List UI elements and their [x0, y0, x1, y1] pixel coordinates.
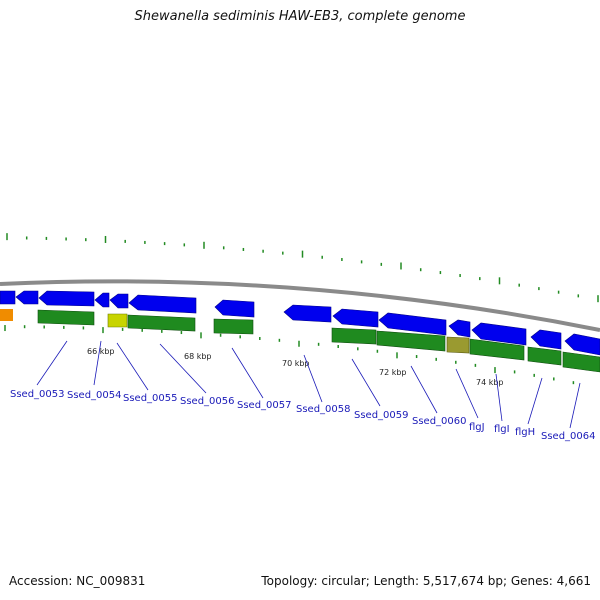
gene-label-ssed-0054[interactable]: Ssed_0054: [67, 390, 122, 401]
label-leader-lines: [36, 340, 581, 429]
scale-label-72: 72 kbp: [379, 368, 407, 377]
gene-label-flgh[interactable]: flgH: [515, 427, 535, 438]
gene-labels: Ssed_0053 Ssed_0054 Ssed_0055 Ssed_0056 …: [10, 389, 596, 442]
gene-fwd-3[interactable]: [38, 290, 95, 307]
gene-fwd-12[interactable]: [471, 322, 527, 346]
gene-fwd-7[interactable]: [214, 299, 255, 318]
gene-label-ssed-0059[interactable]: Ssed_0059: [354, 410, 409, 421]
gene-label-ssed-0055[interactable]: Ssed_0055: [123, 393, 178, 404]
gene-label-ssed-0056[interactable]: Ssed_0056: [180, 396, 235, 407]
scale-labels: 66 kbp 68 kbp 70 kbp 72 kbp 74 kbp: [87, 347, 504, 387]
gene-label-ssed-0058[interactable]: Ssed_0058: [296, 404, 351, 415]
gene-label-flgi[interactable]: flgI: [494, 424, 510, 435]
gene-fwd-11[interactable]: [448, 319, 471, 338]
gene-fwd-5[interactable]: [109, 293, 129, 309]
gene-fwd-4[interactable]: [94, 292, 110, 308]
gene-rev-6[interactable]: [469, 338, 525, 361]
map-title: Shewanella sediminis HAW-EB3, complete g…: [134, 9, 466, 24]
scale-label-68: 68 kbp: [184, 352, 212, 361]
gene-rev-4[interactable]: [331, 327, 377, 345]
gene-rev-2[interactable]: [127, 314, 196, 332]
scale-label-74: 74 kbp: [476, 378, 504, 387]
scale-label-70: 70 kbp: [282, 359, 310, 368]
gene-label-ssed-0064[interactable]: Ssed_0064: [541, 431, 596, 442]
accession-text: Accession: NC_009831: [9, 574, 146, 588]
gene-rev-5[interactable]: [376, 330, 446, 352]
misc-feature-2[interactable]: [446, 336, 470, 354]
gene-fwd-13[interactable]: [530, 329, 562, 350]
gene-fwd-10[interactable]: [378, 312, 447, 336]
gene-label-ssed-0060[interactable]: Ssed_0060: [412, 416, 467, 427]
genome-stats-text: Topology: circular; Length: 5,517,674 bp…: [261, 574, 591, 588]
misc-feature-1[interactable]: [107, 313, 128, 328]
gene-label-ssed-0057[interactable]: Ssed_0057: [237, 400, 292, 411]
gene-rev-3[interactable]: [213, 318, 254, 335]
gene-fwd-6[interactable]: [128, 294, 197, 314]
gene-fwd-14[interactable]: [564, 333, 600, 356]
scale-label-66: 66 kbp: [87, 347, 115, 356]
gene-label-ssed-0053[interactable]: Ssed_0053: [10, 389, 65, 400]
outer-tick-marks: [6, 233, 599, 303]
gene-label-flgj[interactable]: flgJ: [469, 422, 485, 433]
gene-rev-1[interactable]: [37, 309, 95, 326]
gene-fwd-9[interactable]: [332, 308, 379, 328]
gene-rev-8[interactable]: [562, 351, 600, 373]
rna-gene[interactable]: [0, 309, 13, 321]
gene-fwd-2[interactable]: [15, 290, 39, 305]
gene-fwd-8[interactable]: [283, 304, 332, 323]
gene-rev-7[interactable]: [527, 346, 562, 366]
gene-fwd-1[interactable]: [0, 290, 16, 305]
gene-track: [0, 290, 600, 373]
genome-backbone: [0, 279, 600, 332]
inner-tick-marks: [4, 325, 575, 385]
